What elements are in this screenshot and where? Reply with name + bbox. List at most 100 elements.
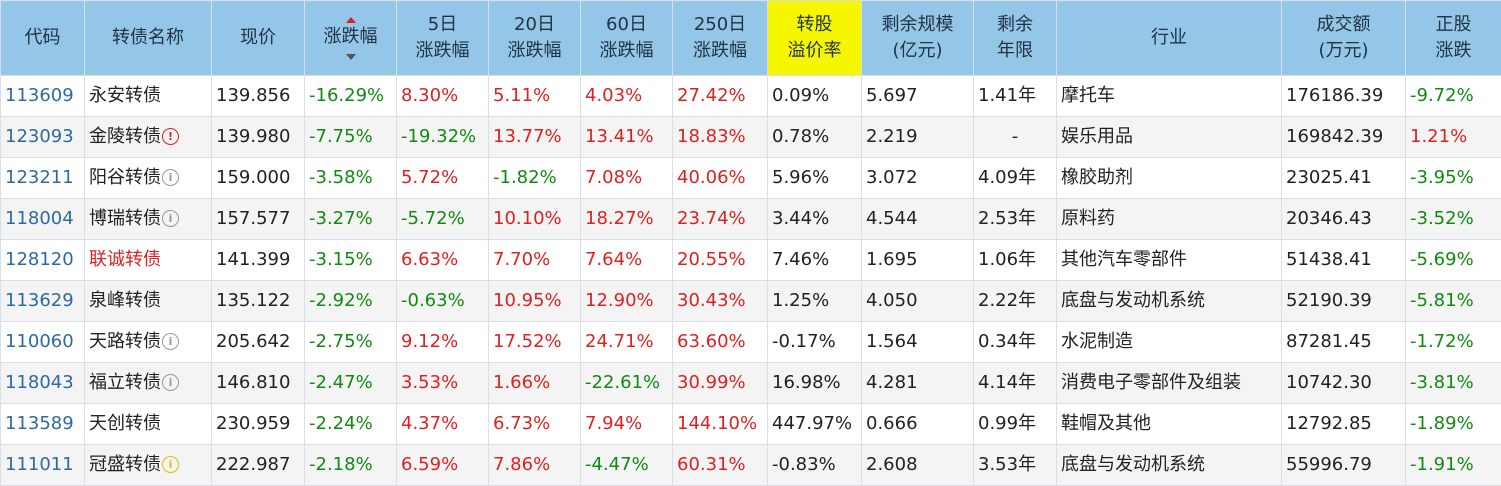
col-20d[interactable]: 20日涨跌幅 — [489, 1, 581, 76]
info-icon[interactable]: i — [162, 374, 179, 391]
price-cell: 230.959 — [212, 404, 305, 445]
d20-cell: 1.66% — [489, 363, 581, 404]
d5-cell: -0.63% — [397, 281, 489, 322]
d250-cell: 30.99% — [673, 363, 768, 404]
premium-cell: 3.44% — [768, 199, 862, 240]
price-cell: 139.856 — [212, 76, 305, 117]
stock-change-cell: -1.72% — [1406, 322, 1501, 363]
d60-cell: 24.71% — [581, 322, 673, 363]
name-cell[interactable]: 天创转债 — [85, 404, 212, 445]
price-cell: 146.810 — [212, 363, 305, 404]
change-cell: -16.29% — [305, 76, 397, 117]
col-scale[interactable]: 剩余规模(亿元) — [862, 1, 974, 76]
d20-cell: 7.70% — [489, 240, 581, 281]
d250-cell: 144.10% — [673, 404, 768, 445]
d60-cell: -22.61% — [581, 363, 673, 404]
price-cell: 139.980 — [212, 117, 305, 158]
name-cell[interactable]: 泉峰转债 — [85, 281, 212, 322]
years-cell: 3.53年 — [974, 445, 1057, 486]
industry-cell: 娱乐用品 — [1057, 117, 1282, 158]
col-price[interactable]: 现价 — [212, 1, 305, 76]
change-cell: -3.27% — [305, 199, 397, 240]
d250-cell: 63.60% — [673, 322, 768, 363]
col-250d[interactable]: 250日涨跌幅 — [673, 1, 768, 76]
years-cell: 4.09年 — [974, 158, 1057, 199]
info-icon[interactable]: i — [162, 169, 179, 186]
volume-cell: 23025.41 — [1282, 158, 1406, 199]
scale-cell: 5.697 — [862, 76, 974, 117]
info-icon[interactable]: i — [162, 210, 179, 227]
scale-cell: 2.219 — [862, 117, 974, 158]
alert-icon[interactable]: ! — [162, 128, 179, 145]
code-cell[interactable]: 128120 — [1, 240, 85, 281]
col-industry[interactable]: 行业 — [1057, 1, 1282, 76]
scale-cell: 4.281 — [862, 363, 974, 404]
col-volume[interactable]: 成交额(万元) — [1282, 1, 1406, 76]
d20-cell: 10.95% — [489, 281, 581, 322]
change-cell: -2.92% — [305, 281, 397, 322]
col-premium[interactable]: 转股溢价率 — [768, 1, 862, 76]
d20-cell: 7.86% — [489, 445, 581, 486]
scale-cell: 2.608 — [862, 445, 974, 486]
info-icon[interactable]: i — [162, 333, 179, 350]
industry-cell: 消费电子零部件及组装 — [1057, 363, 1282, 404]
d5-cell: 6.63% — [397, 240, 489, 281]
name-cell[interactable]: 金陵转债! — [85, 117, 212, 158]
d250-cell: 20.55% — [673, 240, 768, 281]
code-cell[interactable]: 113629 — [1, 281, 85, 322]
col-code[interactable]: 代码 — [1, 1, 85, 76]
code-cell[interactable]: 113609 — [1, 76, 85, 117]
code-cell[interactable]: 110060 — [1, 322, 85, 363]
d20-cell: 6.73% — [489, 404, 581, 445]
code-cell[interactable]: 113589 — [1, 404, 85, 445]
info-icon[interactable]: i — [162, 456, 179, 473]
code-cell[interactable]: 118004 — [1, 199, 85, 240]
code-cell[interactable]: 118043 — [1, 363, 85, 404]
code-cell[interactable]: 111011 — [1, 445, 85, 486]
industry-cell: 水泥制造 — [1057, 322, 1282, 363]
price-cell: 141.399 — [212, 240, 305, 281]
years-cell: 0.34年 — [974, 322, 1057, 363]
col-name[interactable]: 转债名称 — [85, 1, 212, 76]
col-stock-change[interactable]: 正股涨跌 — [1406, 1, 1501, 76]
volume-cell: 12792.85 — [1282, 404, 1406, 445]
years-cell: 2.22年 — [974, 281, 1057, 322]
col-60d[interactable]: 60日涨跌幅 — [581, 1, 673, 76]
col-change[interactable]: 涨跌幅 — [305, 1, 397, 76]
d60-cell: 12.90% — [581, 281, 673, 322]
volume-cell: 52190.39 — [1282, 281, 1406, 322]
col-5d[interactable]: 5日涨跌幅 — [397, 1, 489, 76]
premium-cell: 7.46% — [768, 240, 862, 281]
d60-cell: 7.08% — [581, 158, 673, 199]
industry-cell: 橡胶助剂 — [1057, 158, 1282, 199]
col-years[interactable]: 剩余年限 — [974, 1, 1057, 76]
years-cell: 4.14年 — [974, 363, 1057, 404]
d20-cell: -1.82% — [489, 158, 581, 199]
change-cell: -2.75% — [305, 322, 397, 363]
d20-cell: 5.11% — [489, 76, 581, 117]
name-cell[interactable]: 联诚转债 — [85, 240, 212, 281]
d20-cell: 13.77% — [489, 117, 581, 158]
name-cell[interactable]: 永安转债 — [85, 76, 212, 117]
d60-cell: 4.03% — [581, 76, 673, 117]
d5-cell: 4.37% — [397, 404, 489, 445]
code-cell[interactable]: 123211 — [1, 158, 85, 199]
change-cell: -2.18% — [305, 445, 397, 486]
code-cell[interactable]: 123093 — [1, 117, 85, 158]
stock-change-cell: -5.81% — [1406, 281, 1501, 322]
